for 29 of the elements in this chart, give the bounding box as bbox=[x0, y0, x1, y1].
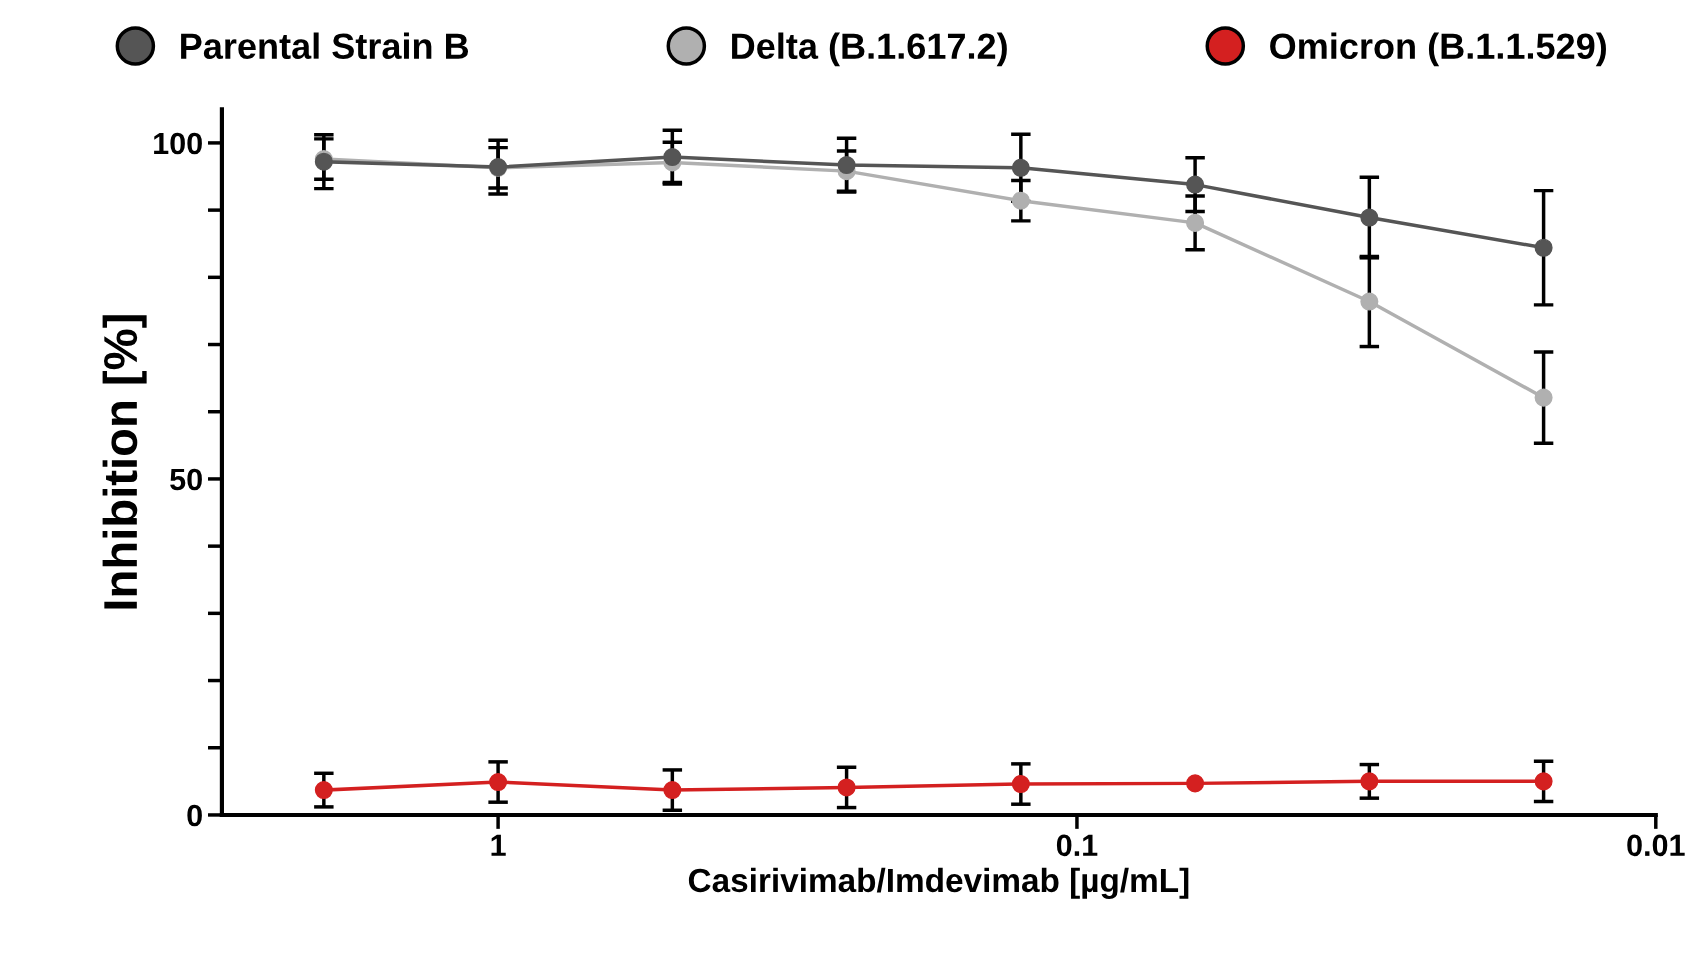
point bbox=[489, 773, 508, 792]
legend-label: Parental Strain B bbox=[181, 32, 469, 60]
point bbox=[1186, 175, 1205, 194]
point bbox=[1186, 213, 1205, 232]
x-tick-label: 1 bbox=[491, 834, 506, 856]
point bbox=[1534, 772, 1553, 791]
point bbox=[1186, 774, 1205, 793]
x-tick-label: 0.01 bbox=[1627, 834, 1685, 857]
point bbox=[663, 147, 682, 167]
y-tick-label: 100 bbox=[154, 132, 202, 155]
legend-label: Delta (B.1.617.2) bbox=[732, 32, 1007, 67]
point bbox=[314, 781, 333, 800]
y-tick-label: 0 bbox=[187, 804, 202, 827]
y-axis-title: Inhibition [%] bbox=[102, 315, 147, 609]
point bbox=[1360, 772, 1379, 791]
point bbox=[837, 778, 856, 797]
point bbox=[1011, 158, 1030, 177]
y-tick-label: 50 bbox=[170, 468, 202, 491]
point bbox=[1360, 208, 1379, 227]
point bbox=[1011, 775, 1030, 794]
x-axis-title: Casirivimab/Imdevimab [µg/mL] bbox=[688, 867, 1189, 899]
point bbox=[1011, 191, 1030, 210]
point bbox=[663, 781, 682, 800]
point bbox=[1360, 292, 1379, 311]
x-tick-label: 0.1 bbox=[1056, 834, 1098, 857]
point bbox=[1534, 388, 1553, 407]
legend-label: Omicron (B.1.1.529) bbox=[1270, 32, 1606, 67]
point bbox=[1534, 238, 1553, 257]
point bbox=[837, 156, 856, 175]
